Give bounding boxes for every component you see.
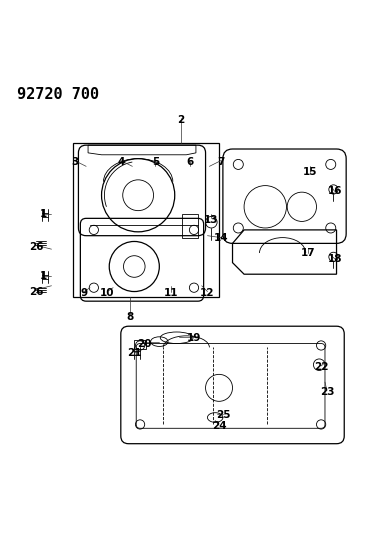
Bar bbox=[182, 214, 198, 238]
Text: 8: 8 bbox=[127, 312, 134, 321]
Bar bbox=[73, 143, 219, 297]
Text: 1: 1 bbox=[40, 209, 47, 220]
Text: 1: 1 bbox=[40, 271, 47, 281]
Text: 13: 13 bbox=[204, 215, 218, 225]
Text: 22: 22 bbox=[314, 362, 328, 372]
Text: 4: 4 bbox=[117, 157, 125, 167]
Text: 7: 7 bbox=[217, 157, 225, 167]
Text: 10: 10 bbox=[100, 288, 114, 298]
Text: 17: 17 bbox=[300, 248, 315, 258]
Text: 26: 26 bbox=[29, 242, 43, 252]
Text: 14: 14 bbox=[214, 232, 228, 243]
Text: 12: 12 bbox=[200, 288, 215, 298]
Text: 3: 3 bbox=[71, 157, 78, 167]
Text: 92720 700: 92720 700 bbox=[17, 87, 99, 102]
Text: 20: 20 bbox=[137, 338, 151, 349]
Text: 26: 26 bbox=[29, 287, 43, 296]
Text: 18: 18 bbox=[327, 254, 342, 264]
Text: 19: 19 bbox=[187, 333, 201, 343]
Text: 25: 25 bbox=[216, 410, 230, 420]
Bar bbox=[134, 340, 146, 349]
Text: 15: 15 bbox=[302, 167, 317, 177]
Text: 2: 2 bbox=[177, 115, 184, 125]
Text: 23: 23 bbox=[320, 387, 334, 397]
Text: 6: 6 bbox=[187, 157, 194, 167]
Text: 21: 21 bbox=[127, 348, 142, 358]
Text: 11: 11 bbox=[164, 288, 178, 298]
Text: 16: 16 bbox=[327, 187, 342, 196]
Text: 9: 9 bbox=[81, 288, 88, 298]
Text: 24: 24 bbox=[212, 422, 226, 431]
Text: 5: 5 bbox=[152, 157, 159, 167]
